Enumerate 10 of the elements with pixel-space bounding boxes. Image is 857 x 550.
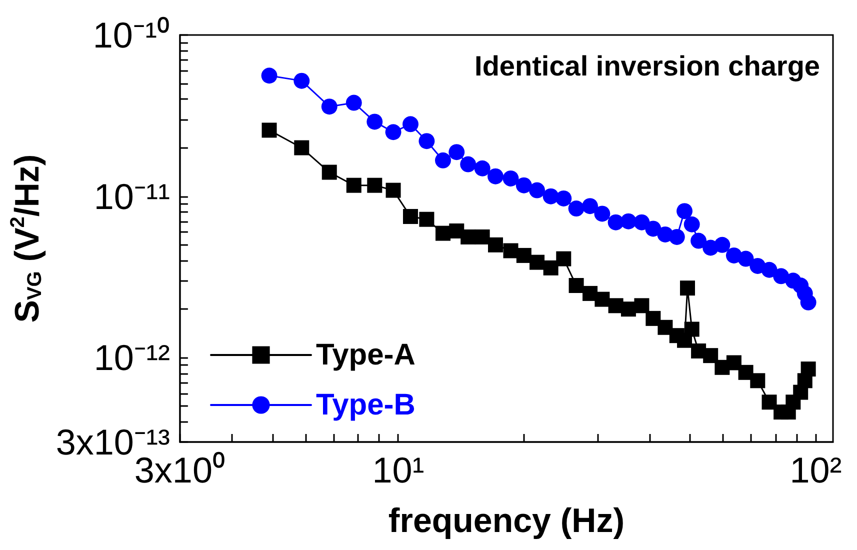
x-tick-label: 10² (790, 450, 842, 490)
x-axis-title: frequency (Hz) (388, 502, 625, 540)
x-tick-label: 10¹ (372, 450, 424, 490)
legend-label: Type-B (316, 388, 416, 422)
legend-label: Type-A (316, 338, 416, 372)
y-tick-label: 10⁻¹¹ (94, 176, 170, 217)
y-axis-title: SVG (V2/Hz) (7, 154, 46, 323)
annotation: Identical inversion charge (474, 50, 820, 82)
y-tick-label: 10⁻¹⁰ (92, 14, 170, 56)
y-tick-label: 10⁻¹² (94, 337, 170, 378)
